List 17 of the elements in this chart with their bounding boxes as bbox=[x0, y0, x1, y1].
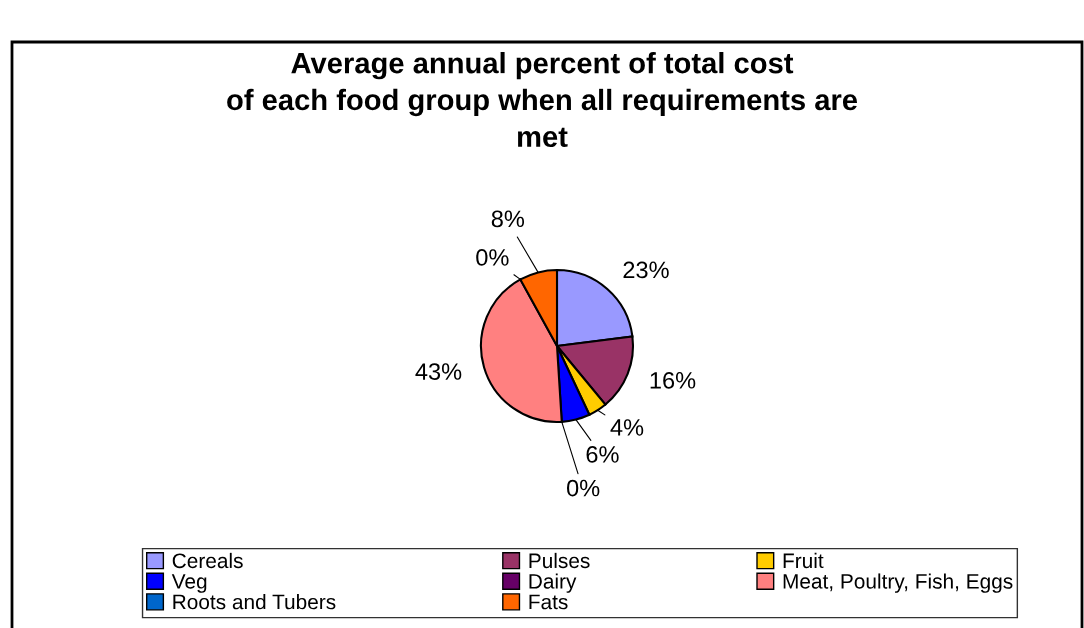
legend-label: Roots and Tubers bbox=[173, 594, 336, 610]
data-label: 4% bbox=[610, 419, 644, 436]
text: 0% bbox=[566, 479, 600, 497]
legend-label: Fats bbox=[529, 594, 568, 610]
legend-label: Dairy bbox=[529, 573, 577, 593]
legend-label: Veg bbox=[171, 574, 207, 593]
legend-label: Pulses bbox=[529, 552, 590, 569]
chart-title: Average annual percent of total cost of each food group when all requirements are met bbox=[227, 52, 858, 148]
legend-label: Fruit bbox=[783, 552, 824, 569]
data-label: 8% bbox=[491, 210, 525, 228]
data-label: 43% bbox=[415, 363, 462, 380]
data-label: 16% bbox=[650, 371, 696, 389]
legend-label: Cereals bbox=[172, 552, 243, 569]
data-label: 23% bbox=[623, 261, 669, 279]
data-label: 6% bbox=[586, 446, 619, 463]
legend-label: Meat, Poultry, Fish, Eggs bbox=[783, 573, 1013, 593]
text: 0% bbox=[476, 249, 509, 266]
